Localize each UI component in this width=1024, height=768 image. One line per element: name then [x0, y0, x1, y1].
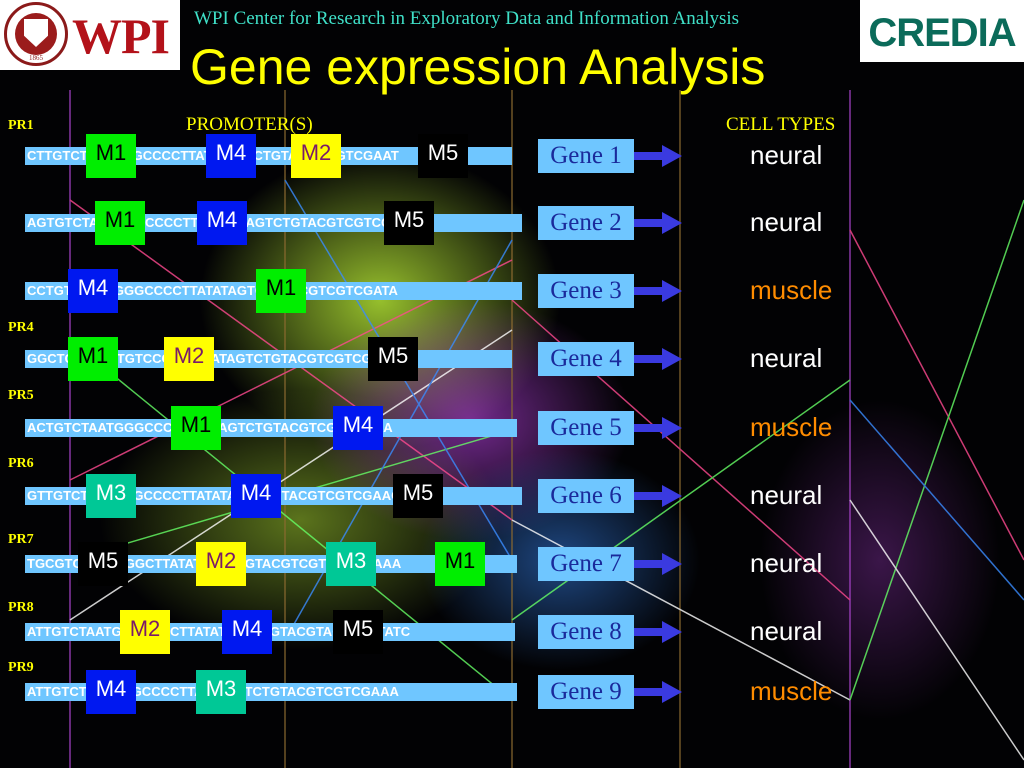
cell-type-label: neural [750, 207, 823, 237]
arrow-right-icon [634, 280, 682, 302]
motif-m4: M4 [333, 406, 383, 450]
promoter-label: PR9 [8, 660, 34, 675]
gene-label: Gene 2 [538, 206, 634, 240]
promoter-label: PR8 [8, 600, 34, 615]
arrow-right-icon [634, 348, 682, 370]
gene-label: Gene 7 [538, 547, 634, 581]
motif-m4: M4 [197, 201, 247, 245]
motif-m4: M4 [206, 134, 256, 178]
promoter-label: PR1 [8, 118, 34, 133]
gene-label: Gene 6 [538, 479, 634, 513]
motif-m1: M1 [86, 134, 136, 178]
promoter-label: PR7 [8, 532, 34, 547]
promoters-column-header: PROMOTER(S) [186, 114, 313, 135]
motif-m4: M4 [231, 474, 281, 518]
motif-m4: M4 [222, 610, 272, 654]
motif-m2: M2 [291, 134, 341, 178]
cell-type-label: muscle [750, 676, 833, 706]
motif-m2: M2 [196, 542, 246, 586]
gene-label: Gene 9 [538, 675, 634, 709]
arrow-right-icon [634, 553, 682, 575]
cell-type-label: neural [750, 140, 823, 170]
gene-label: Gene 8 [538, 615, 634, 649]
gene-label: Gene 4 [538, 342, 634, 376]
motif-m1: M1 [68, 337, 118, 381]
arrow-right-icon [634, 681, 682, 703]
wpi-wordmark: WPI [72, 8, 170, 64]
gene-label: Gene 3 [538, 274, 634, 308]
motif-m5: M5 [393, 474, 443, 518]
cell-type-label: neural [750, 548, 823, 578]
cell-type-label: neural [750, 480, 823, 510]
motif-m1: M1 [256, 269, 306, 313]
university-seal: 1865 [4, 2, 68, 66]
dna-sequence: ACTGTCTAATGGGCCCTTATATAGTCTGTACGTCGTCGAG… [25, 419, 517, 437]
gene-label: Gene 5 [538, 411, 634, 445]
motif-m5: M5 [333, 610, 383, 654]
motif-m1: M1 [171, 406, 221, 450]
motif-m2: M2 [120, 610, 170, 654]
arrow-right-icon [634, 212, 682, 234]
motif-m4: M4 [68, 269, 118, 313]
promoter-label: PR6 [8, 456, 34, 471]
arrow-right-icon [634, 621, 682, 643]
promoter-label: PR4 [8, 320, 34, 335]
motif-m5: M5 [368, 337, 418, 381]
slide-title: Gene expression Analysis [190, 39, 766, 95]
motif-m2: M2 [164, 337, 214, 381]
cell-types-column-header: CELL TYPES [726, 114, 836, 135]
arrow-right-icon [634, 145, 682, 167]
arrow-right-icon [634, 485, 682, 507]
motif-m5: M5 [384, 201, 434, 245]
motif-m3: M3 [326, 542, 376, 586]
gene-label: Gene 1 [538, 139, 634, 173]
arrow-right-icon [634, 417, 682, 439]
cell-type-label: neural [750, 616, 823, 646]
motif-m5: M5 [418, 134, 468, 178]
motif-m1: M1 [435, 542, 485, 586]
center-name: WPI Center for Research in Exploratory D… [194, 8, 740, 29]
motif-m5: M5 [78, 542, 128, 586]
motif-m3: M3 [86, 474, 136, 518]
promoter-label: PR5 [8, 388, 34, 403]
motif-m3: M3 [196, 670, 246, 714]
cell-type-label: muscle [750, 275, 833, 305]
cell-type-label: muscle [750, 412, 833, 442]
wpi-logo: 1865 WPI [0, 0, 180, 70]
cell-type-label: neural [750, 343, 823, 373]
motif-m4: M4 [86, 670, 136, 714]
motif-m1: M1 [95, 201, 145, 245]
credia-logo: CREDIA [860, 0, 1024, 62]
seal-year: 1865 [29, 54, 43, 62]
